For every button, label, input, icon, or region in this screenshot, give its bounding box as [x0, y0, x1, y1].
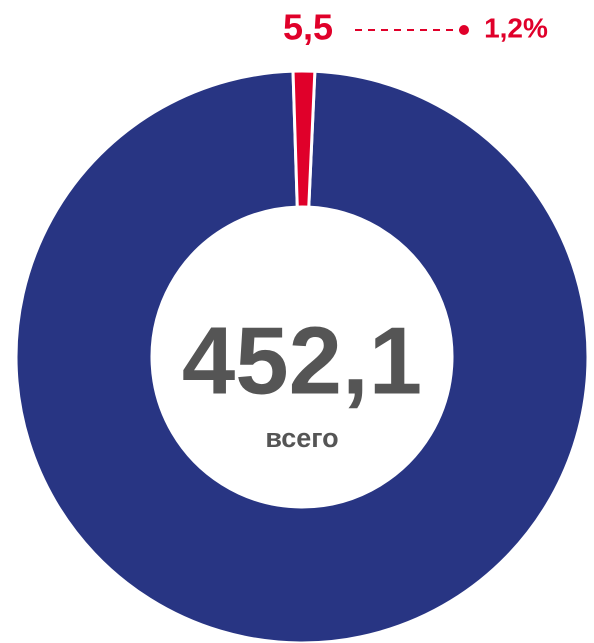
percent-label: 1,2%: [484, 12, 548, 43]
center-label: 452,1: [182, 307, 422, 414]
donut-slice: [291, 69, 317, 209]
center-sublabel: всего: [265, 423, 338, 453]
value-label: 5,5: [283, 7, 333, 48]
donut-slice: [14, 69, 590, 643]
leader-dot: [459, 25, 469, 35]
